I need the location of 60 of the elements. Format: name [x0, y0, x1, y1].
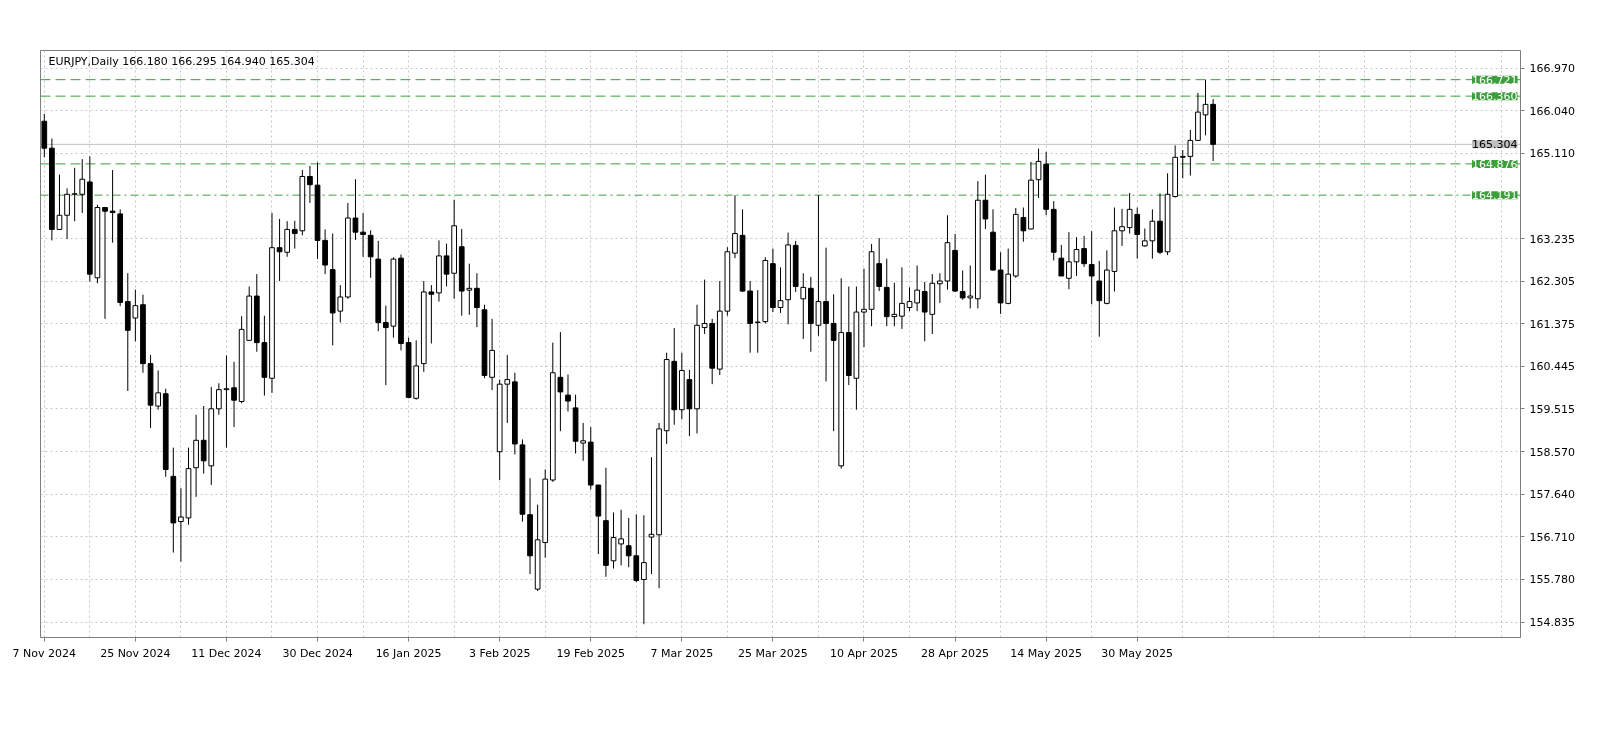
- x-tick-label: 16 Jan 2025: [375, 646, 442, 660]
- candlestick: [754, 289, 761, 354]
- y-tick-label: 155.780: [1529, 573, 1575, 587]
- candlestick: [625, 517, 632, 568]
- candlestick: [231, 361, 237, 428]
- chart-title: EURJPY,Daily 166.180 166.295 164.940 165.304: [48, 54, 315, 68]
- ref-line-label: 165.304: [1472, 138, 1518, 152]
- candlestick: [360, 212, 366, 258]
- y-tick-label: 159.515: [1529, 402, 1575, 416]
- y-tick-label: 163.235: [1529, 232, 1575, 246]
- y-tick-label: 166.970: [1529, 62, 1575, 76]
- candlestick: [1119, 208, 1125, 247]
- x-tick-label: 30 Dec 2024: [282, 646, 353, 660]
- ref-line-label: 164.876: [1472, 157, 1518, 171]
- x-tick-label: 25 Mar 2025: [738, 646, 808, 660]
- x-tick-label: 7 Nov 2024: [12, 646, 77, 660]
- candlestick: [899, 266, 905, 330]
- candlestick: [648, 456, 655, 575]
- candlestick: [307, 165, 313, 204]
- candlestick: [732, 194, 738, 259]
- candlestick: [102, 207, 108, 320]
- candlestick: [1141, 228, 1148, 248]
- y-tick-label: 161.375: [1529, 317, 1575, 331]
- y-tick-label: 160.445: [1529, 360, 1575, 374]
- candlestick: [1096, 260, 1103, 338]
- y-tick-label: 158.570: [1529, 445, 1575, 459]
- y-tick-label: 154.835: [1529, 616, 1575, 630]
- candlestick: [1058, 244, 1065, 277]
- candlestick: [937, 272, 943, 304]
- x-tick-label: 14 May 2025: [1010, 646, 1083, 660]
- candlestick: [861, 268, 867, 348]
- x-tick-label: 30 May 2025: [1101, 646, 1174, 660]
- x-tick-label: 25 Nov 2024: [100, 646, 171, 660]
- candlestick: [474, 272, 480, 328]
- candlestick: [71, 167, 78, 222]
- candlestick: [1088, 230, 1095, 305]
- x-tick-label: 10 Apr 2025: [829, 646, 898, 660]
- candlestick: [565, 374, 571, 413]
- candlestick: [367, 229, 374, 279]
- y-tick-label: 166.040: [1529, 104, 1575, 118]
- candlestick: [109, 169, 116, 244]
- ref-line-label: 166.721: [1472, 73, 1518, 87]
- ref-line-label: 164.191: [1472, 189, 1518, 203]
- candlestick: [800, 272, 807, 340]
- x-tick-label: 28 Apr 2025: [921, 646, 990, 660]
- candlestick: [823, 247, 829, 382]
- candlestick: [1149, 208, 1156, 260]
- y-tick-label: 165.110: [1529, 147, 1575, 161]
- y-tick-label: 162.305: [1529, 275, 1575, 289]
- candlestick: [79, 158, 86, 214]
- x-tick-label: 7 Mar 2025: [650, 646, 714, 660]
- candlestick: [64, 187, 70, 240]
- candlestick: [641, 514, 647, 625]
- x-tick-label: 19 Feb 2025: [556, 646, 625, 660]
- y-tick-label: 156.710: [1529, 530, 1575, 544]
- x-tick-label: 11 Dec 2024: [191, 646, 262, 660]
- y-tick-label: 157.640: [1529, 488, 1575, 502]
- ref-line-label: 166.360: [1472, 90, 1518, 104]
- candlestick: [504, 354, 511, 424]
- x-tick-label: 3 Feb 2025: [468, 646, 531, 660]
